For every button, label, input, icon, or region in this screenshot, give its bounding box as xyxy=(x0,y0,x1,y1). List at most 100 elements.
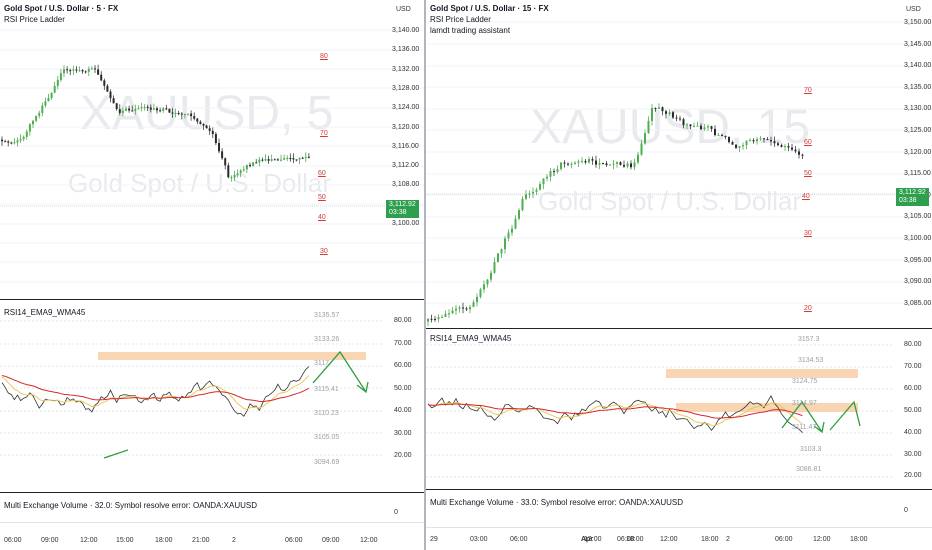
left-pane-separator-2[interactable] xyxy=(0,492,424,493)
right-pane-separator-2[interactable] xyxy=(426,489,932,490)
right-forecast-arrow-1 xyxy=(813,421,825,434)
left-candle-body-83 xyxy=(258,159,261,163)
right-level-4: 3111.47 xyxy=(792,424,817,431)
right-candle-body-30 xyxy=(532,191,534,194)
right-candle-body-107 xyxy=(801,154,804,156)
left-candle-body-18 xyxy=(56,79,59,86)
left-price-tick-5: 3,120.00 xyxy=(392,123,420,131)
right-time-tick-6: 06:00 xyxy=(617,536,635,543)
right-candle-body-74 xyxy=(686,124,688,126)
left-candle-body-9 xyxy=(28,124,31,132)
right-rsi-line xyxy=(427,395,803,433)
right-candle-body-32 xyxy=(539,184,541,190)
right-rsi-grid xyxy=(426,344,892,478)
left-rsi-tick-4: 40.00 xyxy=(394,407,412,414)
right-candle-body-84 xyxy=(721,134,723,136)
left-candle-body-88 xyxy=(273,159,276,161)
right-forecast-arrow-0 xyxy=(781,400,823,433)
left-candle-body-95 xyxy=(295,159,298,161)
left-candle-body-50 xyxy=(156,108,158,111)
right-rsi-tick-3: 50.00 xyxy=(904,406,922,414)
left-price-tick-10: 3,100.00 xyxy=(392,220,420,227)
left-candle-body-91 xyxy=(283,158,286,160)
left-chart-title[interactable]: Gold Spot / U.S. Dollar · 5 · FX xyxy=(4,4,119,13)
right-candle-body-57 xyxy=(626,163,629,167)
right-candle-body-42 xyxy=(574,162,576,164)
left-ladder-1: 70 xyxy=(320,130,328,137)
right-price-tick-5: 3,125.00 xyxy=(904,127,932,134)
right-rsi-title[interactable]: RSI14_EMA9_WMA45 xyxy=(430,334,512,343)
left-time-tick-7: 06:00 xyxy=(285,537,303,544)
left-candle-body-41 xyxy=(128,108,131,111)
left-candle-body-12 xyxy=(38,112,41,116)
left-rsi-tick-1: 70.00 xyxy=(394,339,412,347)
left-candle-body-8 xyxy=(25,131,28,137)
right-candle-body-96 xyxy=(763,138,765,140)
left-indicator-rsi-ladder[interactable]: RSI Price Ladder xyxy=(4,15,65,24)
left-ladder-4: 40 xyxy=(318,214,326,221)
right-time-tick-10: 06:00 xyxy=(775,536,793,543)
right-price-grid xyxy=(426,21,932,304)
left-chart-panel[interactable]: XAUUSD, 5 Gold Spot / U.S. Dollar Gold S… xyxy=(0,0,424,550)
left-candle-body-39 xyxy=(121,110,124,113)
right-ladder-3: 40 xyxy=(802,193,810,200)
right-indicator-rsi-ladder[interactable]: RSI Price Ladder xyxy=(430,15,491,24)
right-candle-body-64 xyxy=(651,107,653,121)
left-candle-body-21 xyxy=(66,69,69,71)
right-chart-title[interactable]: Gold Spot / U.S. Dollar · 15 · FX xyxy=(430,4,549,13)
right-candle-body-3 xyxy=(437,317,440,320)
right-chart-canvas[interactable] xyxy=(426,0,932,550)
right-candle-body-5 xyxy=(444,313,447,317)
right-candle-body-98 xyxy=(770,140,772,142)
left-rsi-title[interactable]: RSI14_EMA9_WMA45 xyxy=(4,308,86,317)
left-pane-separator-1[interactable] xyxy=(0,299,424,300)
right-level-6: 3086.81 xyxy=(796,466,822,473)
right-candle-body-18 xyxy=(490,272,492,280)
right-candle-body-51 xyxy=(605,163,608,166)
right-candle-body-12 xyxy=(469,306,471,310)
right-supply-zone-1 xyxy=(676,403,858,412)
right-price-tick-4: 3,130.00 xyxy=(904,105,932,113)
right-candle-body-83 xyxy=(717,134,720,136)
right-currency-label[interactable]: USD xyxy=(906,6,921,13)
left-currency-label[interactable]: USD xyxy=(396,6,411,13)
right-candle-body-58 xyxy=(630,163,632,168)
left-candle-body-64 xyxy=(199,121,202,125)
right-volume-indicator[interactable]: Multi Exchange Volume · 33.0: Symbol res… xyxy=(430,498,683,507)
right-candle-body-59 xyxy=(633,162,636,168)
right-time-tick-8: 18:00 xyxy=(701,536,719,543)
right-price-tick-0: 3,150.00 xyxy=(904,19,932,26)
right-time-tick-4: 18:00 xyxy=(626,536,644,543)
left-candle-body-79 xyxy=(245,164,248,170)
layout-splitter[interactable] xyxy=(424,0,426,550)
right-price-value: 3,112.92 xyxy=(899,189,926,196)
right-time-tick-1: 03:00 xyxy=(470,536,488,543)
right-rsi-tick-2: 60.00 xyxy=(904,384,922,392)
right-candle-body-78 xyxy=(700,125,702,130)
left-candle-body-47 xyxy=(146,106,149,108)
left-candle-body-63 xyxy=(196,118,199,122)
right-indicator-assistant[interactable]: lamdt trading assistant xyxy=(430,26,511,35)
left-candle-body-62 xyxy=(193,116,196,119)
right-candle-body-6 xyxy=(448,313,450,315)
right-ladder-2: 50 xyxy=(804,170,812,177)
right-candle-body-69 xyxy=(668,112,671,114)
right-price-tick-10: 3,100.00 xyxy=(904,235,932,242)
left-volume-indicator[interactable]: Multi Exchange Volume · 32.0: Symbol res… xyxy=(4,501,257,510)
left-ladder-2: 60 xyxy=(318,170,326,177)
left-candle-body-0 xyxy=(1,139,3,142)
right-candle-body-91 xyxy=(745,140,748,146)
right-price-tick-1: 3,145.00 xyxy=(904,40,932,48)
left-candle-body-96 xyxy=(298,157,301,160)
right-candle-body-19 xyxy=(493,261,496,273)
right-pane-separator-1[interactable] xyxy=(426,328,932,329)
right-candle-body-29 xyxy=(528,193,531,195)
right-candle-body-16 xyxy=(483,284,485,290)
left-chart-canvas[interactable] xyxy=(0,0,424,550)
right-candle-body-76 xyxy=(693,125,695,127)
right-level-3: 3114.97 xyxy=(792,400,817,407)
right-chart-panel[interactable]: XAUUSD, 15 Gold Spot / U.S. Dollar Gold … xyxy=(426,0,932,550)
left-time-axis-divider xyxy=(0,522,424,523)
right-candle-body-104 xyxy=(791,147,793,150)
left-price-tick-0: 3,140.00 xyxy=(392,27,420,34)
